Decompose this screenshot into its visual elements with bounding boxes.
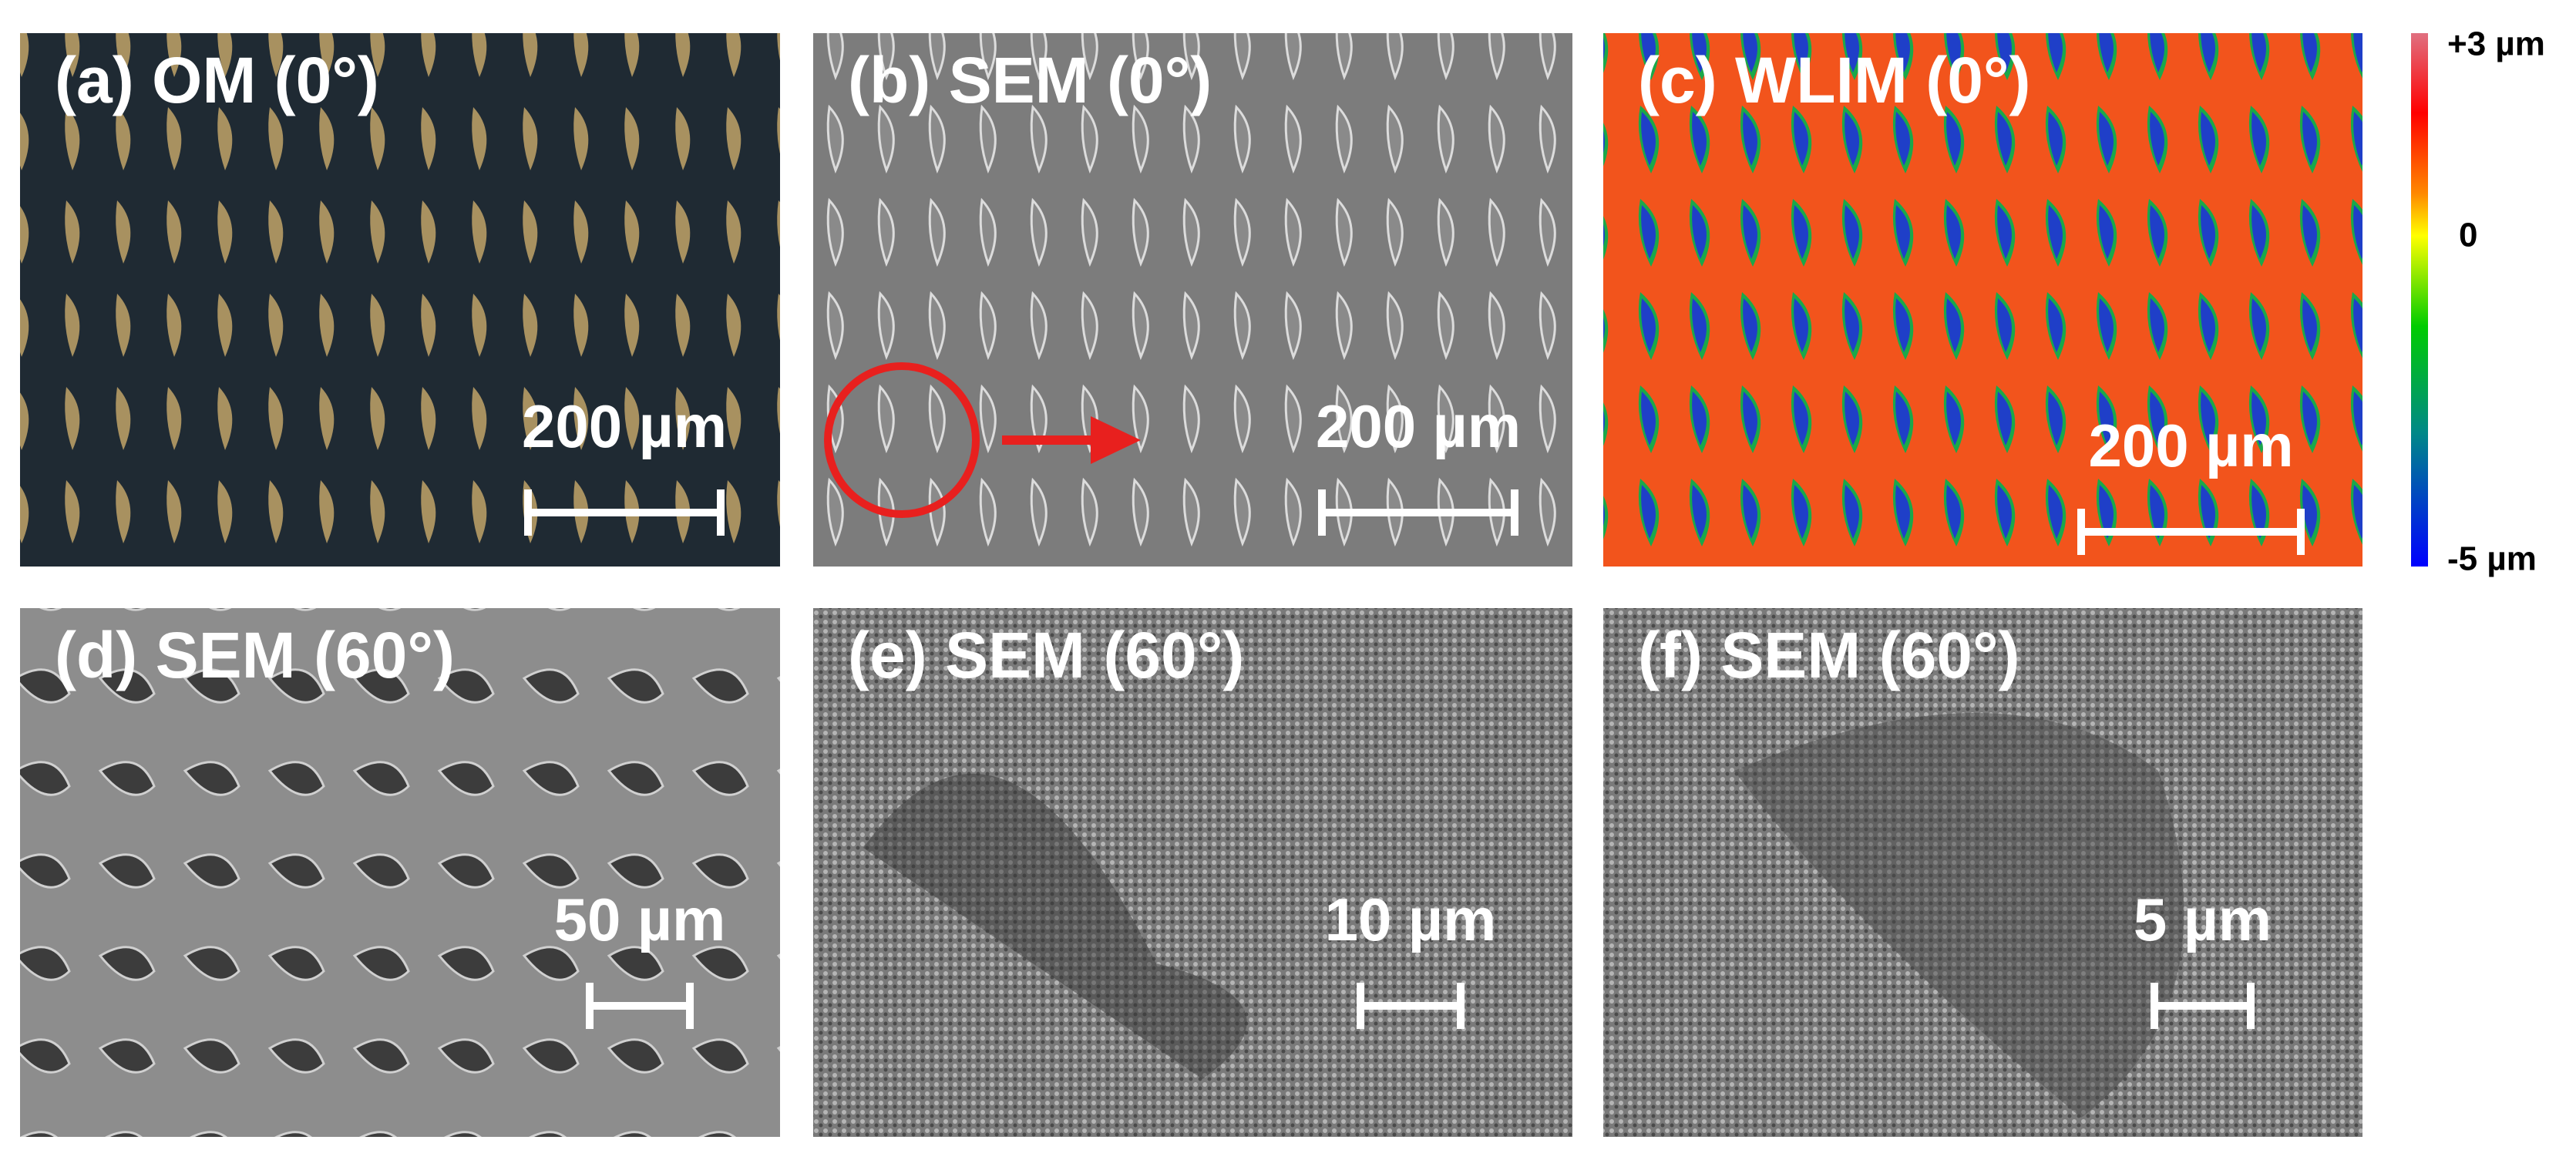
scale-bar-label: 200 µm	[522, 392, 727, 460]
image-sem-tilt	[20, 608, 780, 1137]
highlight-circle	[824, 362, 980, 518]
scale-bar-label: 50 µm	[554, 886, 726, 953]
scale-bar-label: 10 µm	[1325, 886, 1497, 953]
colorbar-tick-label: +3 µm	[2447, 25, 2545, 63]
panel-label: (a) OM (0°)	[55, 44, 379, 116]
texture	[1734, 713, 2184, 1118]
panel-label: (e) SEM (60°)	[848, 619, 1244, 691]
panel-label: (d) SEM (60°)	[55, 619, 455, 691]
panel-label: (c) WLIM (0°)	[1638, 44, 2031, 116]
colorbar-ticks: +3 µm 0 -5 µm	[2447, 25, 2545, 578]
scale-bar-label: 200 µm	[2088, 412, 2293, 479]
colorbar-tick-label: 0	[2459, 217, 2477, 254]
image-sem	[813, 33, 1572, 567]
panels: (a) OM (0°) 200 µm (b) SEM (0°) 200 µm (c) W…	[55, 44, 2305, 1029]
texture	[863, 773, 1247, 1079]
image-wlim	[1603, 33, 2362, 567]
colorbar-tick-label: -5 µm	[2447, 540, 2537, 578]
scale-bar-label: 200 µm	[1316, 392, 1521, 460]
colorbar	[2411, 33, 2428, 567]
image-om	[20, 33, 780, 567]
panel-label: (b) SEM (0°)	[848, 44, 1212, 116]
panel-label: (f) SEM (60°)	[1638, 619, 2020, 691]
arrow-head	[1091, 416, 1141, 464]
scale-bar-label: 5 µm	[2134, 886, 2272, 953]
